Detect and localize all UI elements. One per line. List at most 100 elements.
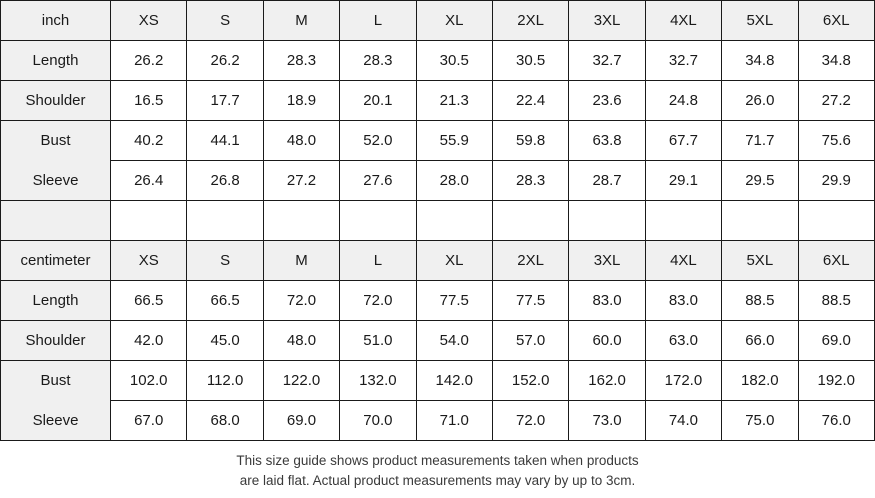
cell-bust-xl-inch: 55.9 xyxy=(415,120,493,161)
cell-shoulder-4xl-inch: 24.8 xyxy=(644,80,723,121)
cell-shoulder-5xl-cm: 66.0 xyxy=(721,320,799,361)
size-header-5xl-inch: 5XL xyxy=(721,0,799,41)
cell-length-2xl-cm: 77.5 xyxy=(491,280,570,321)
cell-bust-m-inch: 48.0 xyxy=(262,120,341,161)
cell-length-6xl-cm: 88.5 xyxy=(797,280,875,321)
cell-bust-6xl-inch: 75.6 xyxy=(797,120,875,161)
cell-sleeve-5xl-inch: 29.5 xyxy=(721,160,799,201)
cell-bust-xs-cm: 102.0 xyxy=(109,360,188,401)
measure-label-bust-cm: Bust xyxy=(0,360,111,401)
spacer-cell xyxy=(109,200,188,241)
cell-bust-3xl-inch: 63.8 xyxy=(568,120,646,161)
spacer-cell xyxy=(262,200,341,241)
cell-sleeve-5xl-cm: 75.0 xyxy=(721,400,799,441)
cell-bust-3xl-cm: 162.0 xyxy=(568,360,646,401)
table-row: Length 66.5 66.5 72.0 72.0 77.5 77.5 83.… xyxy=(0,280,875,321)
cell-bust-s-cm: 112.0 xyxy=(186,360,264,401)
cell-bust-s-inch: 44.1 xyxy=(186,120,264,161)
cell-shoulder-s-inch: 17.7 xyxy=(186,80,264,121)
measure-label-length-inch: Length xyxy=(0,40,111,81)
cell-length-4xl-inch: 32.7 xyxy=(644,40,723,81)
cell-shoulder-xl-cm: 54.0 xyxy=(415,320,493,361)
cell-bust-l-inch: 52.0 xyxy=(339,120,417,161)
spacer-cell xyxy=(186,200,264,241)
size-header-s-cm: S xyxy=(186,240,264,281)
size-header-xl-inch: XL xyxy=(415,0,493,41)
cell-length-xl-cm: 77.5 xyxy=(415,280,493,321)
cell-bust-5xl-cm: 182.0 xyxy=(721,360,799,401)
table-row: Bust 102.0 112.0 122.0 132.0 142.0 152.0… xyxy=(0,360,875,401)
cell-shoulder-6xl-cm: 69.0 xyxy=(797,320,875,361)
cell-length-5xl-inch: 34.8 xyxy=(721,40,799,81)
cell-length-m-cm: 72.0 xyxy=(262,280,341,321)
size-header-l-cm: L xyxy=(339,240,417,281)
table-row: Sleeve 67.0 68.0 69.0 70.0 71.0 72.0 73.… xyxy=(0,400,875,441)
table-row: Bust 40.2 44.1 48.0 52.0 55.9 59.8 63.8 … xyxy=(0,120,875,161)
cell-length-6xl-inch: 34.8 xyxy=(797,40,875,81)
size-header-xs-inch: XS xyxy=(109,0,188,41)
unit-label-inch: inch xyxy=(0,0,111,41)
footer-note-line-1: This size guide shows product measuremen… xyxy=(236,452,639,468)
cell-sleeve-4xl-inch: 29.1 xyxy=(644,160,723,201)
cell-sleeve-3xl-cm: 73.0 xyxy=(568,400,646,441)
cell-shoulder-2xl-cm: 57.0 xyxy=(491,320,570,361)
cell-shoulder-2xl-inch: 22.4 xyxy=(491,80,570,121)
size-header-l-inch: L xyxy=(339,0,417,41)
cell-bust-2xl-inch: 59.8 xyxy=(491,120,570,161)
cell-length-s-cm: 66.5 xyxy=(186,280,264,321)
measure-label-shoulder-cm: Shoulder xyxy=(0,320,111,361)
cell-sleeve-xl-cm: 71.0 xyxy=(415,400,493,441)
cell-length-2xl-inch: 30.5 xyxy=(491,40,570,81)
cell-shoulder-m-cm: 48.0 xyxy=(262,320,341,361)
size-chart-inch-body: inch XS S M L XL 2XL 3XL 4XL 5XL 6XL Len… xyxy=(0,0,875,441)
cell-length-l-cm: 72.0 xyxy=(339,280,417,321)
footer-note-line-2: are laid flat. Actual product measuremen… xyxy=(239,472,636,488)
size-header-m-cm: M xyxy=(262,240,341,281)
spacer-cell xyxy=(339,200,417,241)
size-chart-inch: inch XS S M L XL 2XL 3XL 4XL 5XL 6XL Len… xyxy=(0,0,875,441)
cell-shoulder-l-cm: 51.0 xyxy=(339,320,417,361)
cell-length-xl-inch: 30.5 xyxy=(415,40,493,81)
cell-bust-4xl-cm: 172.0 xyxy=(644,360,723,401)
cell-length-3xl-inch: 32.7 xyxy=(568,40,646,81)
cell-sleeve-s-cm: 68.0 xyxy=(186,400,264,441)
cell-bust-l-cm: 132.0 xyxy=(339,360,417,401)
cell-bust-6xl-cm: 192.0 xyxy=(797,360,875,401)
cell-sleeve-xs-inch: 26.4 xyxy=(109,160,188,201)
size-header-2xl-cm: 2XL xyxy=(491,240,570,281)
header-row-inch: inch XS S M L XL 2XL 3XL 4XL 5XL 6XL xyxy=(0,0,875,41)
cell-bust-2xl-cm: 152.0 xyxy=(491,360,570,401)
measure-label-shoulder-inch: Shoulder xyxy=(0,80,111,121)
cell-shoulder-xs-inch: 16.5 xyxy=(109,80,188,121)
cell-length-xs-cm: 66.5 xyxy=(109,280,188,321)
size-header-5xl-cm: 5XL xyxy=(721,240,799,281)
cell-shoulder-xs-cm: 42.0 xyxy=(109,320,188,361)
cell-sleeve-2xl-cm: 72.0 xyxy=(491,400,570,441)
table-row: Sleeve 26.4 26.8 27.2 27.6 28.0 28.3 28.… xyxy=(0,160,875,201)
table-row: Shoulder 16.5 17.7 18.9 20.1 21.3 22.4 2… xyxy=(0,80,875,121)
measure-label-bust-inch: Bust xyxy=(0,120,111,161)
cell-sleeve-xl-inch: 28.0 xyxy=(415,160,493,201)
spacer-cell xyxy=(491,200,570,241)
cell-length-m-inch: 28.3 xyxy=(262,40,341,81)
spacer-cell xyxy=(644,200,723,241)
cell-bust-4xl-inch: 67.7 xyxy=(644,120,723,161)
measure-label-sleeve-cm: Sleeve xyxy=(0,400,111,441)
spacer-cell xyxy=(797,200,875,241)
header-row-centimeter: centimeter XS S M L XL 2XL 3XL 4XL 5XL 6… xyxy=(0,240,875,281)
size-header-m-inch: M xyxy=(262,0,341,41)
cell-sleeve-xs-cm: 67.0 xyxy=(109,400,188,441)
table-section-spacer xyxy=(0,200,875,241)
cell-shoulder-m-inch: 18.9 xyxy=(262,80,341,121)
cell-shoulder-xl-inch: 21.3 xyxy=(415,80,493,121)
cell-bust-m-cm: 122.0 xyxy=(262,360,341,401)
cell-shoulder-3xl-cm: 60.0 xyxy=(568,320,646,361)
size-guide-footer-note: This size guide shows product measuremen… xyxy=(0,441,875,498)
cell-shoulder-3xl-inch: 23.6 xyxy=(568,80,646,121)
cell-sleeve-3xl-inch: 28.7 xyxy=(568,160,646,201)
cell-sleeve-6xl-cm: 76.0 xyxy=(797,400,875,441)
cell-shoulder-s-cm: 45.0 xyxy=(186,320,264,361)
measure-label-sleeve-inch: Sleeve xyxy=(0,160,111,201)
cell-length-xs-inch: 26.2 xyxy=(109,40,188,81)
cell-sleeve-4xl-cm: 74.0 xyxy=(644,400,723,441)
